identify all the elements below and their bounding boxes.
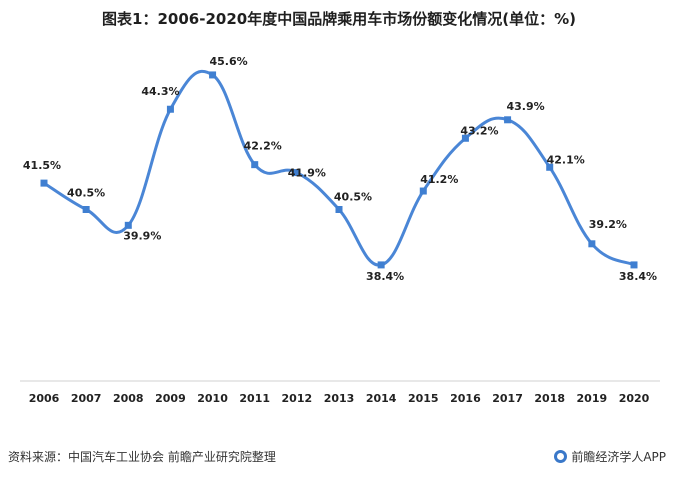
data-label-2019: 39.2% — [589, 218, 627, 231]
data-label-2012: 41.9% — [288, 167, 326, 180]
x-tick-label-2009: 2009 — [155, 392, 186, 405]
x-tick-label-2015: 2015 — [408, 392, 439, 405]
x-tick-label-2018: 2018 — [534, 392, 565, 405]
data-label-2006: 41.5% — [23, 159, 61, 172]
data-point-2013 — [335, 206, 343, 213]
data-label-2018: 42.1% — [547, 153, 585, 166]
data-label-2007: 40.5% — [67, 187, 105, 200]
chart-title: 图表1：2006-2020年度中国品牌乘用车市场份额变化情况(单位：%) — [102, 10, 576, 28]
data-point-2008 — [124, 221, 132, 229]
data-label-2010: 45.6% — [209, 55, 247, 68]
x-tick-label-2016: 2016 — [450, 392, 481, 405]
brand-label: 前瞻经济学人APP — [571, 450, 666, 464]
data-label-2013: 40.5% — [334, 191, 372, 204]
brand: 前瞻经济学人APP — [554, 448, 666, 465]
data-point-2011 — [251, 161, 259, 169]
qianzhan-logo-icon — [554, 450, 568, 463]
data-point-2007 — [82, 206, 90, 213]
data-point-2009 — [166, 105, 174, 113]
x-tick-label-2013: 2013 — [324, 392, 355, 405]
x-tick-labels-group: 2006 2007 2008 2009 2010 2011 2012 2013 2014 2015… — [29, 392, 650, 405]
x-tick-label-2007: 2007 — [71, 392, 102, 405]
source-note: 资料来源：中国汽车工业协会 前瞻产业研究院整理 — [8, 450, 276, 464]
data-labels-group: 41.5% 40.5% 39.9% 44.3% 45.6% 42.2% 41.9% 40.5%… — [23, 55, 657, 283]
x-tick-label-2012: 2012 — [282, 392, 313, 405]
data-point-2016 — [461, 134, 469, 142]
data-label-2011: 42.2% — [244, 140, 282, 153]
data-label-2009: 44.3% — [141, 85, 179, 98]
data-point-2010 — [209, 71, 217, 79]
data-label-2015: 41.2% — [420, 173, 458, 186]
x-tick-label-2008: 2008 — [113, 392, 144, 405]
data-point-2014 — [377, 261, 385, 269]
data-label-2020: 38.4% — [619, 270, 657, 283]
line-chart: 41.5% 40.5% 39.9% 44.3% 45.6% 42.2% 41.9% 40.5%… — [20, 55, 660, 405]
x-tick-label-2017: 2017 — [492, 392, 523, 405]
footer: 资料来源：中国汽车工业协会 前瞻产业研究院整理 前瞻经济学人APP — [8, 448, 672, 468]
x-tick-label-2019: 2019 — [577, 392, 608, 405]
x-tick-label-2011: 2011 — [239, 392, 270, 405]
x-tick-label-2020: 2020 — [619, 392, 650, 405]
data-point-2006 — [40, 179, 48, 187]
data-label-2014: 38.4% — [366, 270, 404, 283]
data-label-2017: 43.9% — [506, 100, 544, 113]
markers-group — [40, 71, 638, 269]
data-point-2018 — [546, 163, 554, 171]
x-tick-label-2014: 2014 — [366, 392, 397, 405]
x-tick-label-2010: 2010 — [197, 392, 228, 405]
data-point-2012 — [293, 169, 301, 177]
data-label-2016: 43.2% — [460, 124, 498, 137]
x-tick-label-2006: 2006 — [29, 392, 60, 405]
data-point-2019 — [588, 240, 596, 248]
data-label-2008: 39.9% — [123, 229, 161, 242]
data-point-2017 — [504, 116, 512, 124]
data-point-2015 — [419, 187, 427, 195]
data-point-2020 — [630, 261, 638, 269]
